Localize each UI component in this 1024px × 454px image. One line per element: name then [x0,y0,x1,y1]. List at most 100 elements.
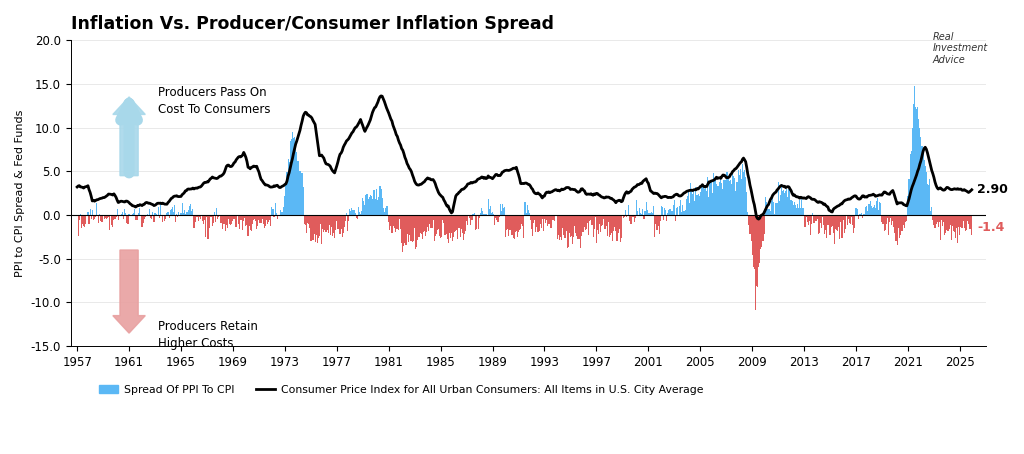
Bar [716,184,717,215]
Bar [714,179,715,215]
Bar [891,215,892,225]
Bar [636,200,637,215]
Bar [671,212,672,215]
Bar [838,215,840,227]
Bar [400,215,401,229]
Bar [99,214,100,215]
Bar [231,215,232,224]
Bar [165,215,167,219]
Bar [414,215,415,228]
Bar [561,215,562,240]
Bar [708,177,709,215]
Bar [284,207,285,215]
Bar [693,190,694,215]
Bar [386,206,387,215]
Bar [456,215,457,231]
Bar [207,215,208,217]
Bar [893,215,894,227]
Bar [466,215,467,221]
Bar [834,215,835,244]
Bar [833,215,834,233]
Bar [402,215,403,252]
Bar [955,215,956,238]
Bar [251,215,252,231]
Bar [422,215,423,239]
Bar [393,215,394,228]
Bar [825,215,826,231]
Bar [594,215,595,229]
Y-axis label: PPI to CPI Spread & Fed Funds: PPI to CPI Spread & Fed Funds [15,109,25,277]
Bar [117,209,118,215]
Bar [968,215,969,224]
Bar [842,215,843,237]
Bar [806,215,807,217]
Bar [743,172,744,215]
Bar [574,215,575,227]
Bar [529,215,531,220]
Bar [579,215,580,239]
Bar [212,215,213,226]
Bar [137,215,138,220]
Bar [740,178,742,215]
Bar [620,215,621,242]
Bar [905,215,906,222]
Bar [78,215,79,236]
Bar [485,214,486,215]
Bar [961,215,962,227]
Bar [304,215,305,224]
Bar [895,215,897,241]
Bar [722,189,724,215]
Bar [765,197,766,215]
Bar [932,215,934,221]
Bar [726,172,727,215]
Bar [444,215,445,235]
Bar [640,213,641,215]
Bar [791,200,792,215]
Bar [357,207,359,215]
Bar [745,177,746,215]
Bar [871,208,872,215]
Bar [111,215,112,216]
Bar [467,215,468,225]
Bar [339,215,341,234]
Bar [495,215,496,225]
Bar [174,205,175,215]
Bar [440,215,441,238]
Bar [181,202,182,215]
Bar [904,215,905,227]
Bar [493,214,495,215]
Bar [230,215,231,225]
Bar [432,215,433,221]
Bar [657,215,658,226]
Bar [426,215,427,232]
Bar [508,215,509,236]
Bar [928,184,929,215]
Bar [100,215,101,221]
Bar [503,208,504,215]
Bar [314,215,315,242]
Bar [831,215,833,226]
Bar [281,212,283,215]
Bar [526,205,527,215]
Bar [391,215,392,233]
Bar [381,189,382,215]
Bar [104,215,105,218]
Bar [197,215,198,217]
Bar [814,215,815,223]
Bar [118,215,119,220]
Bar [318,215,321,237]
Bar [728,177,729,215]
Bar [592,215,593,225]
Bar [929,179,930,215]
Bar [565,215,566,231]
Bar [461,215,462,229]
Bar [641,214,642,215]
Bar [899,215,900,238]
Bar [215,215,216,222]
Bar [656,215,657,230]
Bar [807,215,808,222]
Bar [675,215,676,222]
Bar [734,178,735,215]
Bar [552,215,553,220]
Bar [749,215,750,225]
